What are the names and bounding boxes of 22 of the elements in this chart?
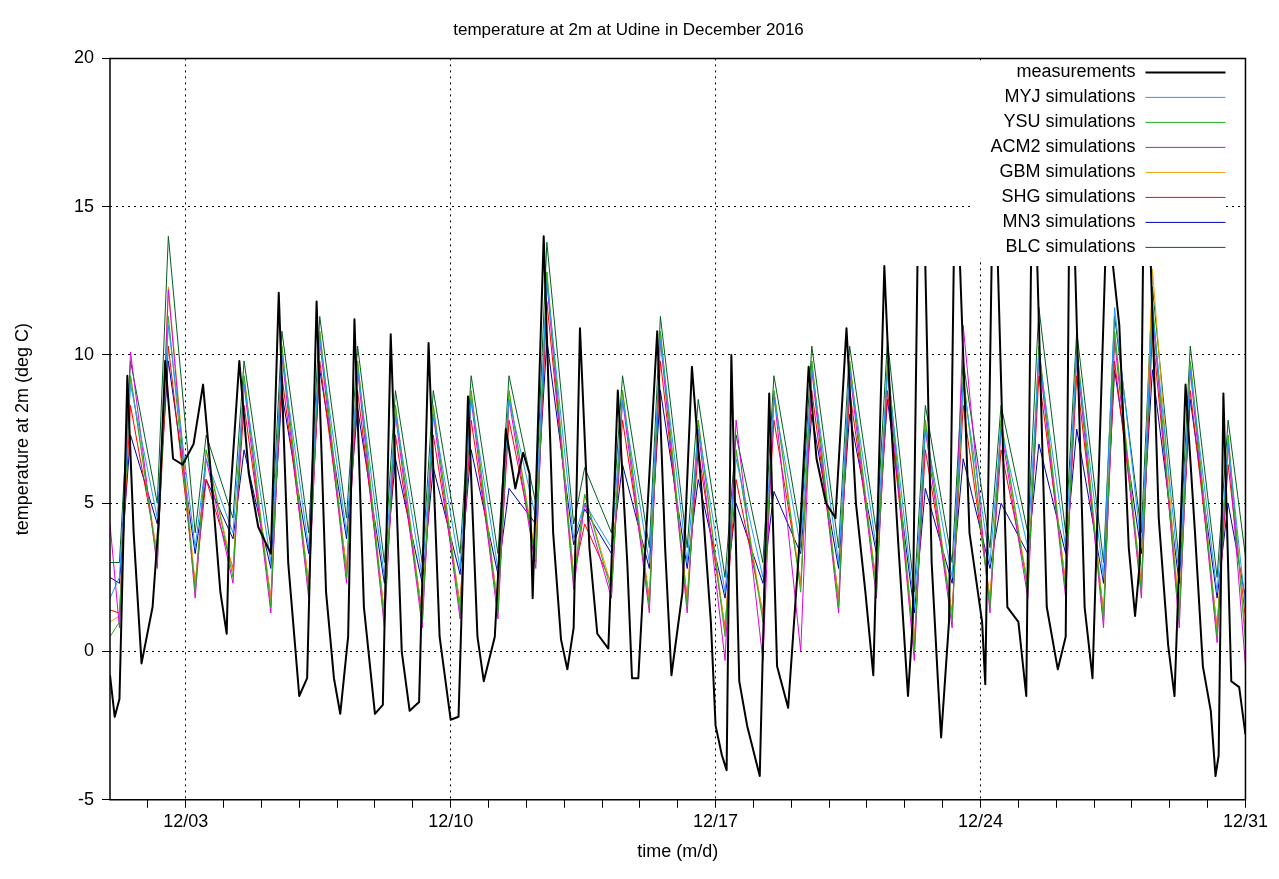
legend-label: MYJ simulations [1004,86,1136,107]
legend-label: GBM simulations [999,161,1136,182]
y-tick-label: 5 [83,492,94,513]
x-tick-label: 12/31 [1222,810,1268,831]
x-tick-label: 12/24 [958,810,1004,831]
y-tick-label: 0 [83,640,94,661]
x-tick-label: 12/10 [428,810,474,831]
legend-label: SHG simulations [1001,186,1136,207]
legend-label: measurements [1016,61,1136,82]
y-tick-label: 15 [73,195,94,216]
chart-title: temperature at 2m at Udine in December 2016 [453,19,804,39]
legend-label: YSU simulations [1003,111,1136,132]
y-tick-label: 20 [73,47,94,68]
legend-label: MN3 simulations [1002,211,1136,232]
y-axis-title: temperature at 2m (deg C) [11,323,32,536]
x-tick-label: 12/03 [163,810,209,831]
x-tick-label: 12/17 [693,810,739,831]
legend-label: BLC simulations [1005,236,1136,257]
x-axis-title: time (m/d) [637,841,719,862]
legend-label: ACM2 simulations [990,136,1136,157]
y-tick-label: 10 [73,343,94,364]
y-tick-label: -5 [77,788,94,809]
